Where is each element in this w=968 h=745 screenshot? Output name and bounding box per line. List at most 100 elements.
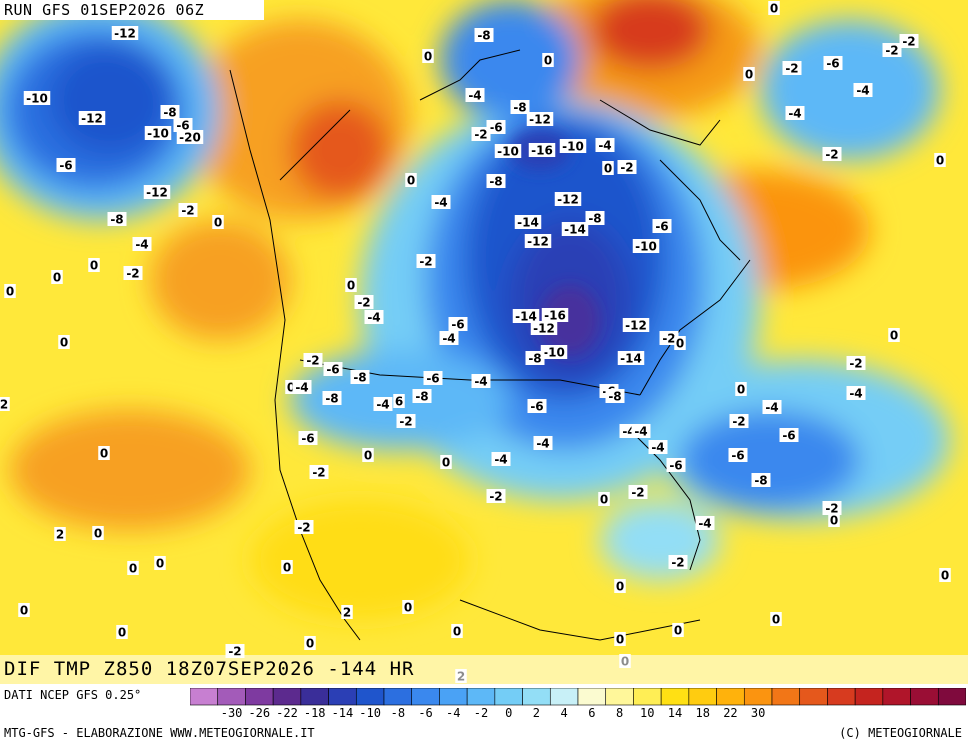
- run-title: RUN GFS 01SEP2026 06Z: [0, 0, 264, 20]
- contour-label: -4: [631, 424, 651, 439]
- contour-label: 0: [614, 632, 626, 647]
- contour-label: -2: [416, 254, 436, 269]
- contour-label: 0: [828, 513, 840, 528]
- contour-label: -8: [322, 391, 342, 406]
- svg-text:0: 0: [600, 493, 608, 507]
- contour-label: -2: [668, 555, 688, 570]
- legend-tick: -18: [303, 706, 326, 720]
- svg-text:-2: -2: [126, 267, 139, 281]
- svg-text:-8: -8: [513, 101, 526, 115]
- credit-right: (C) METEOGIORNALE: [839, 726, 962, 740]
- temperature-anomaly-map: -12-10-12 -8-10-6-20-6-12-2-8 0-40-2000202…: [0, 0, 968, 684]
- contour-label: -2: [617, 160, 637, 175]
- svg-text:-8: -8: [353, 371, 366, 385]
- legend-swatch: [854, 688, 884, 706]
- svg-text:0: 0: [53, 271, 61, 285]
- svg-text:-6: -6: [451, 318, 464, 332]
- svg-text:-12: -12: [557, 193, 579, 207]
- contour-label: -2: [628, 485, 648, 500]
- contour-label: -4: [785, 106, 805, 121]
- contour-label: -2: [822, 147, 842, 162]
- contour-label: -6: [527, 399, 547, 414]
- contour-label: 0: [770, 612, 782, 627]
- legend-swatch: [439, 688, 468, 706]
- data-source: DATI NCEP GFS 0.25°: [4, 688, 142, 702]
- contour-label: -10: [494, 144, 522, 159]
- svg-text:-6: -6: [731, 449, 744, 463]
- contour-label: 0: [735, 382, 747, 397]
- contour-label: -8: [751, 473, 771, 488]
- contour-label: -14: [514, 215, 542, 230]
- svg-text:-8: -8: [477, 29, 490, 43]
- contour-label: -8: [585, 211, 605, 226]
- contour-label: 0: [88, 258, 100, 273]
- svg-text:-10: -10: [147, 127, 169, 141]
- svg-text:-4: -4: [474, 375, 487, 389]
- svg-text:-6: -6: [426, 372, 439, 386]
- contour-label: -6: [423, 371, 443, 386]
- contour-label: 0: [542, 53, 554, 68]
- contour-label: 2: [341, 605, 353, 620]
- svg-text:-8: -8: [163, 106, 176, 120]
- svg-text:-4: -4: [765, 401, 778, 415]
- svg-text:0: 0: [214, 216, 222, 230]
- contour-label: 0: [98, 446, 110, 461]
- svg-text:-2: -2: [732, 415, 745, 429]
- svg-text:-12: -12: [529, 113, 551, 127]
- svg-text:-14: -14: [515, 310, 537, 324]
- contour-label: 0: [674, 336, 686, 351]
- svg-text:-4: -4: [856, 84, 869, 98]
- svg-text:-14: -14: [564, 223, 586, 237]
- contour-label: -4: [465, 88, 485, 103]
- contour-label: 0: [345, 278, 357, 293]
- svg-text:-2: -2: [631, 486, 644, 500]
- contour-label: -8: [474, 28, 494, 43]
- svg-text:-2: -2: [312, 466, 325, 480]
- svg-text:-12: -12: [146, 186, 168, 200]
- contour-label: -14: [617, 351, 645, 366]
- contour-label: -8: [510, 100, 530, 115]
- contour-label: -4: [648, 440, 668, 455]
- svg-text:0: 0: [20, 604, 28, 618]
- legend-tick: -6: [418, 706, 433, 720]
- contour-label: -10: [144, 126, 172, 141]
- legend-tick: 18: [695, 706, 710, 720]
- contour-label: -12: [530, 321, 558, 336]
- contour-label: -20: [176, 130, 204, 145]
- contour-label: 0: [18, 603, 30, 618]
- svg-text:-6: -6: [782, 429, 795, 443]
- contour-label: -8: [525, 351, 545, 366]
- svg-text:0: 0: [772, 613, 780, 627]
- svg-text:-6: -6: [59, 159, 72, 173]
- contour-label: 0: [58, 335, 70, 350]
- legend-swatch: [771, 688, 801, 706]
- svg-text:-4: -4: [494, 453, 507, 467]
- svg-text:-10: -10: [543, 346, 565, 360]
- contour-label: 0: [614, 579, 626, 594]
- svg-text:-2: -2: [474, 128, 487, 142]
- legend-swatch: [633, 688, 662, 706]
- svg-text:-4: -4: [598, 139, 611, 153]
- contour-label: 0: [402, 600, 414, 615]
- svg-text:0: 0: [6, 285, 14, 299]
- legend-swatch: [688, 688, 717, 706]
- legend-swatch: [910, 688, 939, 706]
- contour-label: 0: [440, 455, 452, 470]
- svg-text:-6: -6: [176, 119, 189, 133]
- contour-label: -4: [533, 436, 553, 451]
- svg-text:-4: -4: [698, 517, 711, 531]
- svg-text:-12: -12: [625, 319, 647, 333]
- valid-time-title: DIF TMP Z850 18Z07SEP2026 -144 HR: [0, 655, 968, 684]
- contour-label: -14: [561, 222, 589, 237]
- contour-label: 6: [393, 394, 405, 409]
- svg-text:-6: -6: [655, 220, 668, 234]
- contour-label: -12: [526, 112, 554, 127]
- contour-label: 0: [92, 526, 104, 541]
- svg-text:0: 0: [890, 329, 898, 343]
- contour-label: -4: [439, 331, 459, 346]
- contour-label: 0: [934, 153, 946, 168]
- svg-text:-4: -4: [634, 425, 647, 439]
- svg-text:0: 0: [287, 381, 295, 395]
- contour-label: 0: [405, 173, 417, 188]
- legend-tick: 30: [750, 706, 766, 720]
